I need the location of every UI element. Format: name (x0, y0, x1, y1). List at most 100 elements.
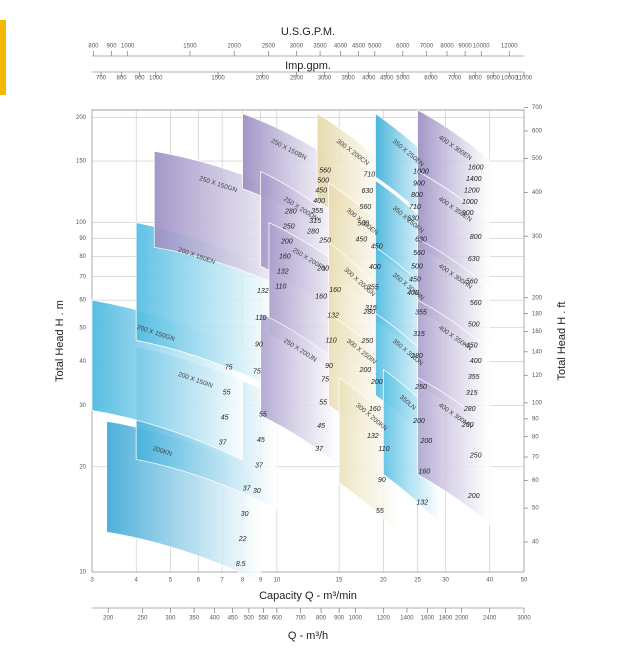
impeller-diameter: 200 (280, 238, 293, 245)
impeller-diameter: 280 (362, 309, 375, 316)
tick-label: 700 (96, 76, 107, 82)
tick-label: 2500 (290, 76, 304, 82)
x-tick-label: 25 (414, 578, 421, 584)
x-tick-label: 40 (486, 578, 493, 584)
x-tick-label: 5 (169, 578, 173, 584)
impeller-diameter: 450 (466, 342, 478, 349)
impeller-diameter: 1000 (462, 199, 478, 206)
tick-label: 200 (103, 616, 114, 622)
y2-tick-label: 50 (532, 506, 539, 512)
impeller-diameter: 1600 (468, 165, 484, 172)
tick-label: 600 (272, 616, 283, 622)
tick-label: 2400 (483, 616, 497, 622)
impeller-diameter: 560 (470, 300, 482, 307)
impeller-diameter: 280 (284, 208, 297, 215)
x-tick-label: 50 (521, 578, 528, 584)
accent-bar (0, 20, 6, 95)
y-tick-label: 100 (76, 220, 87, 226)
y2-tick-label: 160 (532, 329, 543, 335)
tick-label: 800 (316, 616, 327, 622)
impeller-diameter: 630 (468, 256, 480, 263)
impeller-diameter: 200 (358, 367, 371, 374)
x-tick-label: 10 (274, 578, 281, 584)
impeller-diameter: 500 (411, 263, 423, 270)
tick-label: 11000 (516, 76, 533, 82)
impeller-diameter: 450 (315, 188, 327, 195)
y2-tick-label: 700 (532, 105, 543, 111)
tick-label: 9000 (458, 44, 472, 50)
impeller-diameter: 355 (415, 309, 427, 316)
tick-label: 5000 (368, 44, 382, 50)
tick-label: 450 (228, 616, 239, 622)
impeller-diameter: 30 (253, 488, 261, 495)
impeller-diameter: 160 (419, 469, 431, 476)
impeller-diameter: 200 (316, 266, 329, 273)
impeller-diameter: 75 (225, 364, 233, 371)
tick-label: 800 (117, 76, 128, 82)
tick-label: 1500 (211, 76, 225, 82)
tick-label: 1200 (377, 616, 391, 622)
tick-label: 800 (88, 44, 99, 50)
y2-tick-label: 140 (532, 349, 543, 355)
impeller-diameter: 132 (277, 268, 289, 275)
tick-label: 8000 (440, 44, 454, 50)
impeller-diameter: 250 (360, 338, 373, 345)
impeller-diameter: 560 (413, 250, 425, 257)
impeller-diameter: 37 (219, 440, 228, 447)
tick-label: 4500 (380, 76, 394, 82)
tick-label: 3000 (290, 44, 304, 50)
impeller-diameter: 315 (466, 390, 478, 397)
y-tick-label: 150 (76, 159, 87, 165)
tick-label: 2000 (227, 44, 241, 50)
tick-label: 3000 (517, 616, 531, 622)
impeller-diameter: 800 (411, 192, 423, 199)
impeller-diameter: 110 (275, 283, 286, 290)
impeller-diameter: 315 (413, 331, 425, 338)
impeller-diameter: 355 (311, 208, 323, 215)
impeller-diameter: 250 (469, 453, 482, 460)
impeller-diameter: 250 (461, 422, 474, 429)
impeller-diameter: 710 (363, 172, 375, 179)
x-tick-label: 4 (135, 578, 139, 584)
impeller-diameter: 630 (415, 237, 427, 244)
tick-label: 250 (137, 616, 148, 622)
top-axis-title: U.S.G.P.M. (281, 26, 335, 38)
tick-label: 10000 (501, 76, 518, 82)
y2-tick-label: 120 (532, 373, 543, 379)
tick-label: 3500 (342, 76, 356, 82)
y-tick-label: 90 (79, 236, 86, 242)
impeller-diameter: 45 (317, 423, 325, 430)
y2-tick-label: 300 (532, 234, 543, 240)
impeller-diameter: 132 (257, 288, 269, 295)
y-tick-label: 200 (76, 115, 87, 121)
tick-label: 2500 (262, 44, 276, 50)
y2-tick-label: 200 (532, 295, 543, 301)
tick-label: 9000 (487, 76, 501, 82)
impeller-diameter: 110 (255, 315, 266, 322)
y2-tick-label: 60 (532, 478, 539, 484)
impeller-diameter: 37 (315, 446, 324, 453)
impeller-diameter: 400 (407, 290, 419, 297)
impeller-diameter: 132 (327, 312, 339, 319)
impeller-diameter: 45 (221, 414, 229, 421)
y2-tick-label: 70 (532, 455, 539, 461)
impeller-diameter: 200 (412, 418, 425, 425)
impeller-diameter: 55 (376, 508, 384, 515)
tick-label: 1800 (439, 616, 453, 622)
impeller-diameter: 200 (420, 438, 433, 445)
y2-tick-label: 180 (532, 311, 543, 317)
y-tick-label: 30 (79, 403, 86, 409)
impeller-diameter: 160 (329, 287, 341, 294)
impeller-diameter: 450 (409, 277, 421, 284)
impeller-diameter: 500 (468, 321, 480, 328)
tick-label: 700 (296, 616, 307, 622)
impeller-diameter: 75 (321, 376, 329, 383)
impeller-diameter: 450 (355, 237, 367, 244)
tick-label: 4500 (352, 44, 366, 50)
impeller-diameter: 250 (318, 238, 331, 245)
y-tick-label: 80 (79, 254, 86, 260)
tick-label: 4000 (334, 44, 348, 50)
pump-tile (417, 376, 491, 526)
